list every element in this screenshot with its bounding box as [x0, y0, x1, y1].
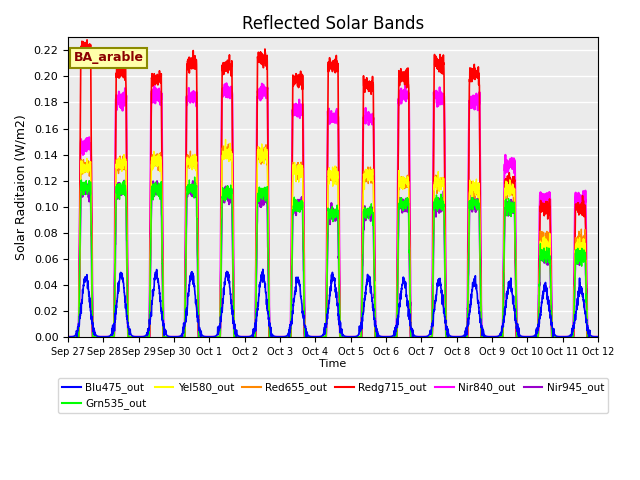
- Text: BA_arable: BA_arable: [74, 51, 143, 64]
- Blu475_out: [64, 334, 72, 340]
- Line: Nir945_out: Nir945_out: [68, 180, 598, 337]
- Nir840_out: [594, 334, 602, 340]
- Line: Redg715_out: Redg715_out: [68, 40, 598, 337]
- Nir945_out: [125, 334, 132, 340]
- Red655_out: [156, 154, 164, 160]
- Grn535_out: [527, 334, 534, 340]
- Blu475_out: [156, 294, 164, 300]
- Redg715_out: [584, 334, 591, 340]
- Redg715_out: [83, 37, 91, 43]
- Blu475_out: [527, 334, 534, 340]
- Yel580_out: [594, 334, 602, 340]
- Yel580_out: [527, 334, 534, 340]
- Redg715_out: [125, 334, 132, 340]
- Redg715_out: [527, 334, 534, 340]
- Red655_out: [594, 334, 602, 340]
- Title: Reflected Solar Bands: Reflected Solar Bands: [242, 15, 424, 33]
- Y-axis label: Solar Raditaion (W/m2): Solar Raditaion (W/m2): [15, 114, 28, 260]
- Grn535_out: [64, 334, 72, 340]
- Redg715_out: [594, 334, 602, 340]
- Blu475_out: [125, 327, 132, 333]
- Blu475_out: [73, 334, 81, 340]
- Yel580_out: [156, 159, 164, 165]
- Red655_out: [268, 334, 275, 340]
- Redg715_out: [268, 334, 275, 340]
- Blu475_out: [268, 332, 275, 338]
- Line: Blu475_out: Blu475_out: [68, 269, 598, 337]
- Nir840_out: [64, 334, 72, 340]
- Redg715_out: [156, 78, 164, 84]
- Nir840_out: [527, 334, 534, 340]
- Red655_out: [64, 334, 72, 340]
- Yel580_out: [584, 334, 591, 340]
- Nir945_out: [594, 334, 602, 340]
- X-axis label: Time: Time: [319, 360, 347, 370]
- Nir840_out: [125, 334, 132, 340]
- Red655_out: [527, 334, 534, 340]
- Nir945_out: [291, 198, 298, 204]
- Red655_out: [125, 334, 132, 340]
- Red655_out: [225, 141, 232, 147]
- Nir840_out: [291, 109, 298, 115]
- Blu475_out: [594, 334, 602, 340]
- Blu475_out: [584, 325, 592, 331]
- Red655_out: [291, 168, 298, 173]
- Blu475_out: [259, 266, 267, 272]
- Yel580_out: [221, 137, 229, 143]
- Blu475_out: [291, 290, 298, 296]
- Legend: Blu475_out, Grn535_out, Yel580_out, Red655_out, Redg715_out, Nir840_out, Nir945_: Blu475_out, Grn535_out, Yel580_out, Red6…: [58, 378, 608, 413]
- Grn535_out: [125, 334, 132, 340]
- Nir945_out: [527, 334, 534, 340]
- Redg715_out: [64, 334, 72, 340]
- Line: Red655_out: Red655_out: [68, 144, 598, 337]
- Grn535_out: [191, 174, 198, 180]
- Redg715_out: [291, 77, 298, 83]
- Yel580_out: [268, 334, 275, 340]
- Nir945_out: [120, 178, 128, 183]
- Nir840_out: [268, 334, 275, 340]
- Yel580_out: [64, 334, 72, 340]
- Grn535_out: [594, 334, 602, 340]
- Yel580_out: [291, 162, 298, 168]
- Line: Yel580_out: Yel580_out: [68, 140, 598, 337]
- Grn535_out: [156, 185, 164, 191]
- Nir840_out: [223, 80, 230, 86]
- Yel580_out: [125, 334, 132, 340]
- Grn535_out: [584, 334, 591, 340]
- Line: Nir840_out: Nir840_out: [68, 83, 598, 337]
- Nir840_out: [156, 93, 164, 99]
- Nir945_out: [268, 334, 275, 340]
- Grn535_out: [291, 208, 298, 214]
- Line: Grn535_out: Grn535_out: [68, 177, 598, 337]
- Red655_out: [584, 334, 591, 340]
- Grn535_out: [268, 334, 275, 340]
- Nir840_out: [584, 334, 591, 340]
- Nir945_out: [64, 334, 72, 340]
- Nir945_out: [584, 334, 591, 340]
- Nir945_out: [156, 182, 164, 188]
